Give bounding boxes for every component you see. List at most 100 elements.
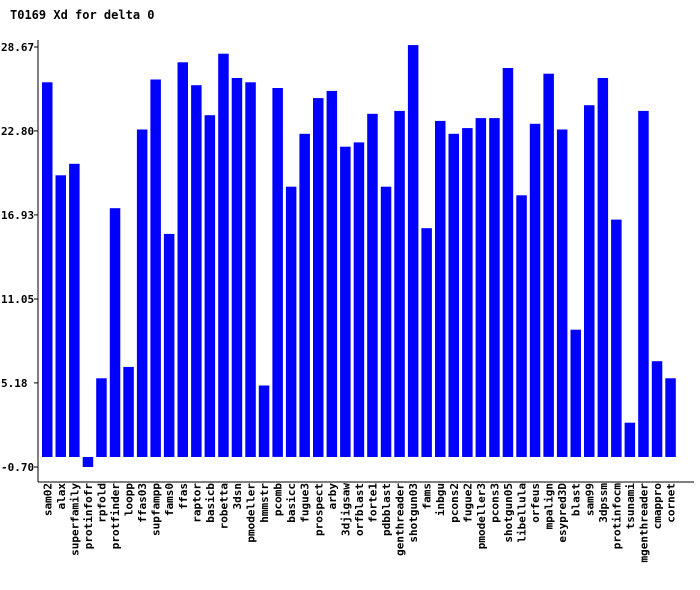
bar-cornet	[665, 378, 676, 457]
bar-robetta	[218, 53, 229, 457]
x-tick-label: protfinder	[109, 483, 122, 550]
bar-orfblast	[353, 142, 365, 457]
bar-pcons3	[489, 118, 500, 457]
x-tick-label: sam02	[41, 483, 54, 516]
bar-esypred3D	[556, 129, 568, 457]
x-tick-label: pcons3	[488, 483, 501, 523]
bar-supfampp	[150, 79, 161, 457]
x-tick-label: libellula	[516, 483, 529, 543]
x-tick-label: raptor	[190, 483, 203, 523]
x-tick-label: cmappro	[651, 483, 664, 530]
x-tick-label: pdbblast	[380, 483, 393, 536]
x-tick-label: ffas03	[136, 483, 149, 523]
x-tick-label: fams	[421, 483, 434, 510]
bar-protinfocm	[611, 219, 622, 457]
bar-libellula	[516, 195, 527, 458]
bar-sam99	[584, 105, 595, 457]
bar-arby	[326, 90, 338, 458]
bar-superfamily	[69, 163, 80, 458]
bar-basicc	[285, 186, 297, 457]
x-tick-label: hmmstr	[258, 483, 271, 523]
bar-3dpssm	[597, 78, 609, 457]
x-tick-label: basicb	[204, 483, 217, 523]
x-tick-label: protinfocm	[610, 483, 623, 550]
bar-fams0	[163, 233, 175, 457]
bar-ffas	[177, 62, 188, 458]
x-tick-label: orfeus	[529, 483, 542, 523]
bar-prospect	[313, 98, 324, 457]
x-tick-label: cornet	[665, 483, 678, 523]
bar-fams	[421, 228, 432, 457]
bar-pcomb	[272, 88, 283, 457]
x-tick-label: mpalign	[543, 483, 556, 529]
x-tick-label: sam99	[583, 483, 596, 516]
y-tick-label: 28.67	[1, 41, 34, 54]
bar-pcons2	[448, 133, 459, 458]
bar-inbgu	[435, 120, 446, 458]
axes-group	[34, 40, 694, 483]
x-tick-label: tsunami	[624, 483, 637, 530]
bar-alax	[55, 175, 66, 458]
bar-tsunami	[624, 422, 636, 457]
bar-mgenthreader	[638, 110, 649, 458]
bar-loopp	[123, 366, 134, 457]
bar-raptor	[191, 85, 202, 457]
bar-sam02	[42, 82, 53, 458]
bar-shotgun03	[407, 45, 419, 457]
x-tick-label: robetta	[217, 483, 230, 529]
x-tick-label: supfampp	[150, 483, 163, 536]
x-tick-label: blast	[570, 483, 583, 516]
y-tick-label: 16.93	[1, 209, 34, 222]
x-tick-labels: sam02 alax superfamily protinfofr rpfold prot…	[41, 483, 677, 563]
bar-shotgun05	[502, 68, 514, 457]
x-tick-label: fams0	[163, 483, 176, 516]
x-tick-label: pcomb	[272, 483, 285, 516]
x-tick-label: orfblast	[353, 483, 366, 536]
chart-title: T0169 Xd for delta 0	[10, 8, 155, 22]
y-tick-label: 22.80	[1, 125, 34, 138]
x-tick-label: superfamily	[68, 483, 81, 556]
x-tick-label: inbgu	[434, 483, 447, 516]
bar-blast	[570, 329, 581, 457]
x-tick-label: 3dpssm	[597, 483, 610, 523]
x-tick-label: pmodeller3	[475, 483, 488, 549]
y-tick-label: 11.05	[1, 293, 34, 306]
x-tick-label: prospect	[312, 483, 325, 536]
bar-protinfofr	[82, 457, 94, 467]
bar-forte1	[367, 113, 378, 458]
bars-group	[42, 45, 676, 467]
bar-genthreader	[394, 110, 405, 458]
x-tick-label: protinfofr	[82, 483, 95, 550]
x-tick-label: arby	[326, 483, 339, 510]
x-tick-label: alax	[55, 483, 68, 510]
x-tick-label: 3dsn	[231, 483, 244, 510]
bar-rpfold	[96, 378, 107, 457]
bar-mpalign	[543, 73, 554, 457]
x-tick-label: pmodeller	[245, 483, 258, 543]
bar-pdbblast	[380, 186, 392, 457]
bar-3djigsaw	[340, 146, 351, 457]
bar-3dsn	[231, 78, 243, 457]
x-tick-label: fugue2	[461, 483, 474, 523]
y-tick-label: 5.18	[1, 377, 28, 390]
bar-orfeus	[529, 123, 541, 458]
bar-hmmstr	[258, 385, 270, 457]
x-tick-label: basicc	[285, 483, 298, 523]
x-tick-label: shotgun03	[407, 483, 420, 543]
x-tick-label: rpfold	[96, 483, 109, 523]
x-tick-label: genthreader	[394, 483, 407, 556]
bar-pmodeller	[245, 82, 256, 458]
y-tick-labels: 28.67 22.80 16.93 11.05 5.18 -0.70	[1, 41, 34, 474]
bar-basicb	[204, 115, 216, 457]
bar-pmodeller3	[475, 118, 487, 457]
x-tick-label: loopp	[123, 483, 136, 516]
y-tick-label: -0.70	[1, 461, 34, 474]
x-tick-label: mgenthreader	[638, 483, 651, 563]
x-tick-label: pcons2	[448, 483, 461, 523]
x-tick-label: ffas	[177, 483, 190, 510]
x-tick-label: shotgun05	[502, 483, 515, 543]
x-tick-label: esypred3D	[556, 483, 569, 543]
bar-protfinder	[109, 208, 121, 457]
bar-ffas03	[136, 129, 148, 457]
